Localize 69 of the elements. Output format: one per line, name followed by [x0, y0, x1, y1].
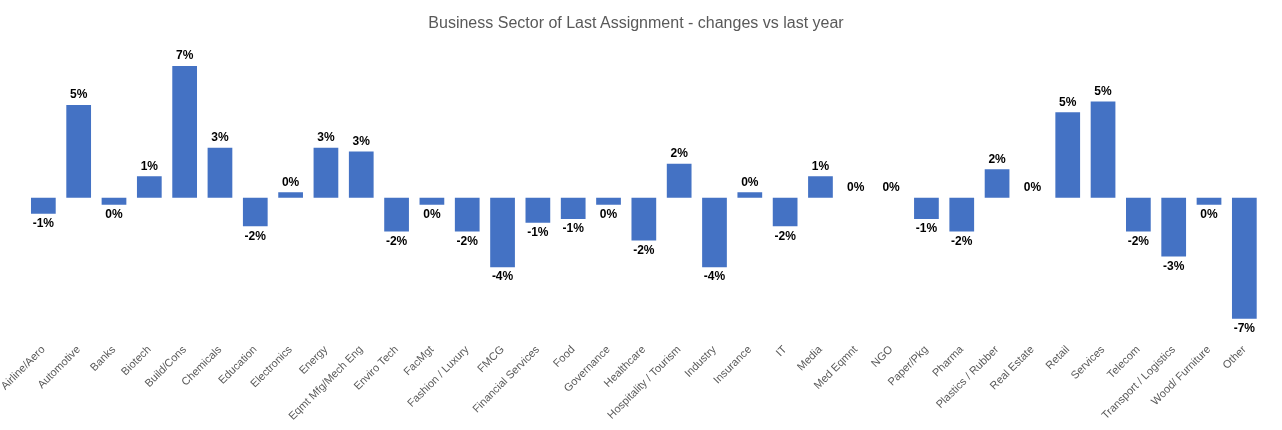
data-label: 7% — [175, 48, 194, 63]
bar — [101, 197, 127, 205]
x-tick-label: IT — [773, 342, 789, 359]
bar — [384, 197, 409, 232]
bar — [278, 192, 303, 198]
data-label: -2% — [456, 233, 479, 248]
bar — [419, 197, 445, 205]
data-label: -4% — [703, 269, 726, 284]
bar — [702, 197, 727, 268]
bar — [313, 147, 339, 198]
data-label: 1% — [140, 158, 159, 173]
data-label: 2% — [988, 151, 1007, 166]
data-label: 0% — [105, 207, 123, 222]
bar — [914, 197, 939, 220]
data-label: 5% — [70, 87, 88, 102]
bar — [1161, 197, 1187, 257]
bar — [1231, 197, 1257, 319]
bar — [1090, 101, 1116, 198]
bar — [596, 197, 621, 205]
data-label: 5% — [1094, 83, 1113, 98]
data-label: 0% — [1200, 207, 1219, 222]
data-label: -2% — [244, 228, 267, 243]
data-label: 0% — [281, 174, 300, 189]
bar — [560, 197, 586, 220]
chart-title: Business Sector of Last Assignment - changes vs last year — [428, 14, 845, 32]
data-label: 0% — [882, 180, 901, 195]
data-label: -2% — [774, 228, 797, 243]
data-label: 3% — [352, 133, 371, 148]
data-label: 0% — [847, 180, 865, 195]
data-label: -2% — [1127, 233, 1150, 248]
data-label: -2% — [633, 242, 655, 257]
data-label: 0% — [1023, 180, 1042, 195]
data-label: -2% — [385, 233, 408, 248]
bar — [808, 176, 833, 198]
data-label: -1% — [562, 221, 585, 236]
bar — [242, 197, 268, 227]
bar — [949, 197, 975, 232]
bar — [172, 65, 197, 198]
bar — [666, 163, 692, 198]
data-label: -3% — [1163, 258, 1185, 273]
bar — [207, 147, 233, 198]
bar — [631, 197, 657, 241]
data-label: 1% — [811, 158, 830, 173]
data-label: -1% — [32, 216, 55, 231]
bar — [984, 169, 1010, 198]
bar — [136, 176, 162, 198]
data-label: 3% — [211, 130, 229, 145]
data-label: -1% — [915, 221, 938, 236]
bar — [1055, 112, 1081, 198]
data-label: -1% — [527, 224, 549, 239]
bar — [454, 197, 480, 232]
data-label: 0% — [423, 207, 441, 222]
bar — [66, 105, 92, 198]
bar — [490, 197, 515, 268]
data-label: -2% — [951, 233, 973, 248]
bar — [30, 197, 56, 214]
bar — [1196, 197, 1222, 205]
data-label: 0% — [741, 174, 759, 189]
bar — [737, 192, 763, 198]
bar — [772, 197, 798, 227]
data-label: -7% — [1233, 321, 1256, 336]
data-label: 3% — [317, 130, 335, 145]
data-label: 2% — [670, 146, 689, 161]
bar — [1126, 197, 1151, 232]
data-label: 0% — [599, 207, 618, 222]
data-label: -4% — [491, 269, 514, 284]
bar — [348, 151, 374, 198]
bar — [525, 197, 551, 223]
data-label: 5% — [1059, 94, 1077, 109]
